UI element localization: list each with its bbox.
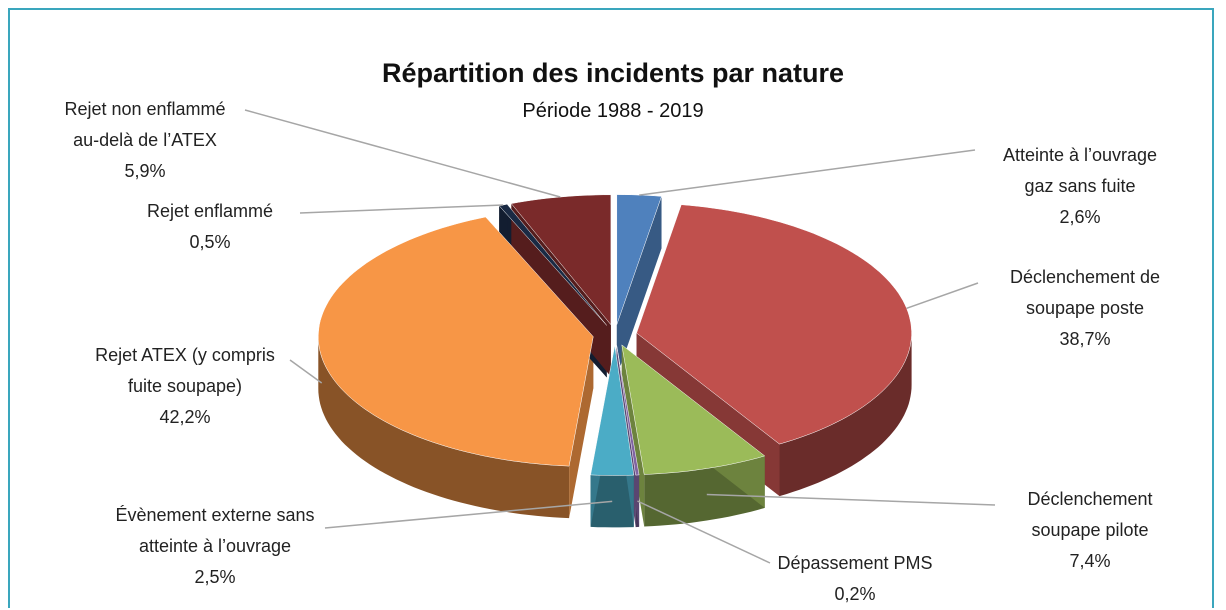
category-label: Rejet enflammé — [146, 201, 274, 221]
category-label: Déclenchement soupape pilote — [1027, 489, 1153, 540]
value-label: 2,6% — [1059, 207, 1101, 227]
value-label: 0,5% — [189, 232, 231, 252]
data-label: Déclenchement soupape pilote 7,4% — [1015, 484, 1165, 577]
category-label: Rejet non enflammé au-delà de l’ATEX — [64, 99, 226, 150]
value-label: 42,2% — [159, 407, 211, 427]
value-label: 5,9% — [124, 161, 166, 181]
slice-side — [779, 333, 912, 497]
value-label: 38,7% — [1059, 329, 1111, 349]
slice — [318, 216, 594, 467]
category-label: Rejet ATEX (y compris fuite soupape) — [95, 345, 275, 396]
leader-line — [244, 109, 561, 198]
slice-cut — [616, 196, 662, 377]
category-label: Atteinte à l’ouvrage gaz sans fuite — [1002, 145, 1158, 196]
data-label: Atteinte à l’ouvrage gaz sans fuite 2,6% — [988, 140, 1173, 233]
value-label: 7,4% — [1069, 551, 1111, 571]
leader-line — [906, 282, 979, 310]
value-label: 2,5% — [194, 567, 236, 587]
data-label: Dépassement PMS 0,2% — [777, 548, 932, 610]
slice-cut — [569, 336, 594, 519]
frame — [8, 8, 1214, 608]
slice — [621, 344, 766, 475]
category-label: Dépassement PMS — [777, 553, 933, 573]
leader-line — [324, 500, 613, 529]
slice-side — [318, 336, 570, 519]
data-label: Rejet ATEX (y compris fuite soupape) 42,2… — [83, 340, 288, 433]
slice-side — [590, 474, 634, 528]
leader-line — [706, 493, 996, 506]
data-label: Évènement externe sans atteinte à l’ouvr… — [108, 500, 323, 593]
leader-line — [299, 204, 504, 214]
category-label: Évènement externe sans atteinte à l’ouvr… — [115, 505, 315, 556]
data-label: Rejet non enflammé au-delà de l’ATEX 5,9% — [55, 94, 235, 187]
data-label: Déclenchement de soupape poste 38,7% — [998, 262, 1173, 355]
data-label: Rejet enflammé 0,5% — [147, 196, 273, 258]
chart-title: Répartition des incidents par nature — [381, 58, 845, 88]
leader-line — [639, 149, 976, 196]
chart-subtitle: Période 1988 - 2019 — [522, 100, 704, 122]
leader-line — [637, 500, 771, 564]
slice — [590, 345, 635, 476]
slice — [616, 345, 640, 476]
value-label: 0,2% — [834, 584, 876, 604]
leader-line — [289, 359, 323, 384]
category-label: Déclenchement de soupape poste — [1009, 267, 1161, 318]
